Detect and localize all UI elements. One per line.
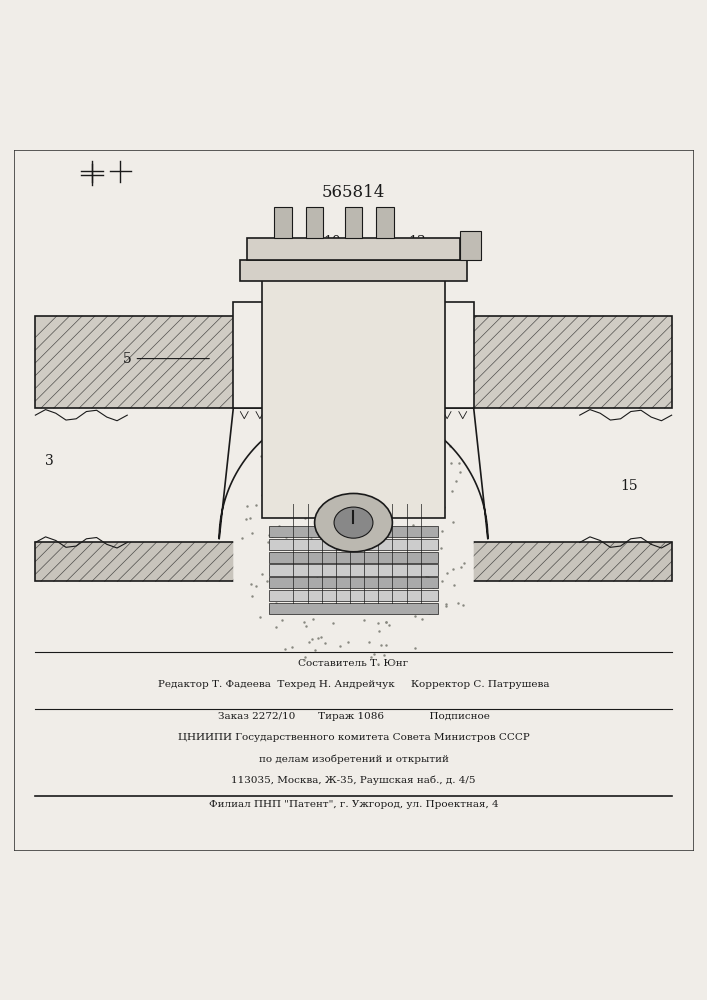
Text: 3: 3 (45, 454, 54, 468)
Text: Филиал ПНП "Патент", г. Ужгород, ул. Проектная, 4: Филиал ПНП "Патент", г. Ужгород, ул. Про… (209, 800, 498, 809)
Polygon shape (269, 564, 438, 576)
Text: 13: 13 (409, 235, 426, 256)
Polygon shape (240, 260, 467, 281)
Text: Редактор Т. Фадеева  Техред Н. Андрейчук     Корректор С. Патрушева: Редактор Т. Фадеева Техред Н. Андрейчук … (158, 680, 549, 689)
Polygon shape (305, 207, 324, 238)
Polygon shape (344, 207, 362, 238)
Polygon shape (269, 603, 438, 614)
Polygon shape (269, 539, 438, 550)
Text: Фиг. 2: Фиг. 2 (329, 557, 378, 571)
Polygon shape (262, 274, 445, 518)
Polygon shape (35, 542, 672, 581)
Polygon shape (460, 231, 481, 260)
Ellipse shape (334, 507, 373, 538)
Polygon shape (269, 577, 438, 588)
Polygon shape (269, 526, 438, 537)
Text: Заказ 2272/10       Тираж 1086              Подписное: Заказ 2272/10 Тираж 1086 Подписное (218, 712, 489, 721)
Polygon shape (377, 207, 394, 238)
Ellipse shape (315, 493, 392, 552)
Text: 113035, Москва, Ж-35, Раушская наб., д. 4/5: 113035, Москва, Ж-35, Раушская наб., д. … (231, 776, 476, 785)
Polygon shape (219, 405, 488, 588)
Text: ЦНИИПИ Государственного комитета Совета Министров СССР: ЦНИИПИ Государственного комитета Совета … (177, 733, 530, 742)
Text: 10: 10 (324, 235, 341, 256)
Polygon shape (247, 238, 460, 260)
Text: по делам изобретений и открытий: по делам изобретений и открытий (259, 755, 448, 764)
Polygon shape (269, 552, 438, 563)
Polygon shape (274, 207, 291, 238)
Polygon shape (35, 316, 672, 408)
Text: 5: 5 (123, 352, 209, 366)
Text: 15: 15 (621, 479, 638, 493)
Text: 565814: 565814 (322, 184, 385, 201)
Text: Составитель Т. Юнг: Составитель Т. Юнг (298, 659, 409, 668)
Polygon shape (269, 590, 438, 601)
Polygon shape (233, 302, 474, 408)
